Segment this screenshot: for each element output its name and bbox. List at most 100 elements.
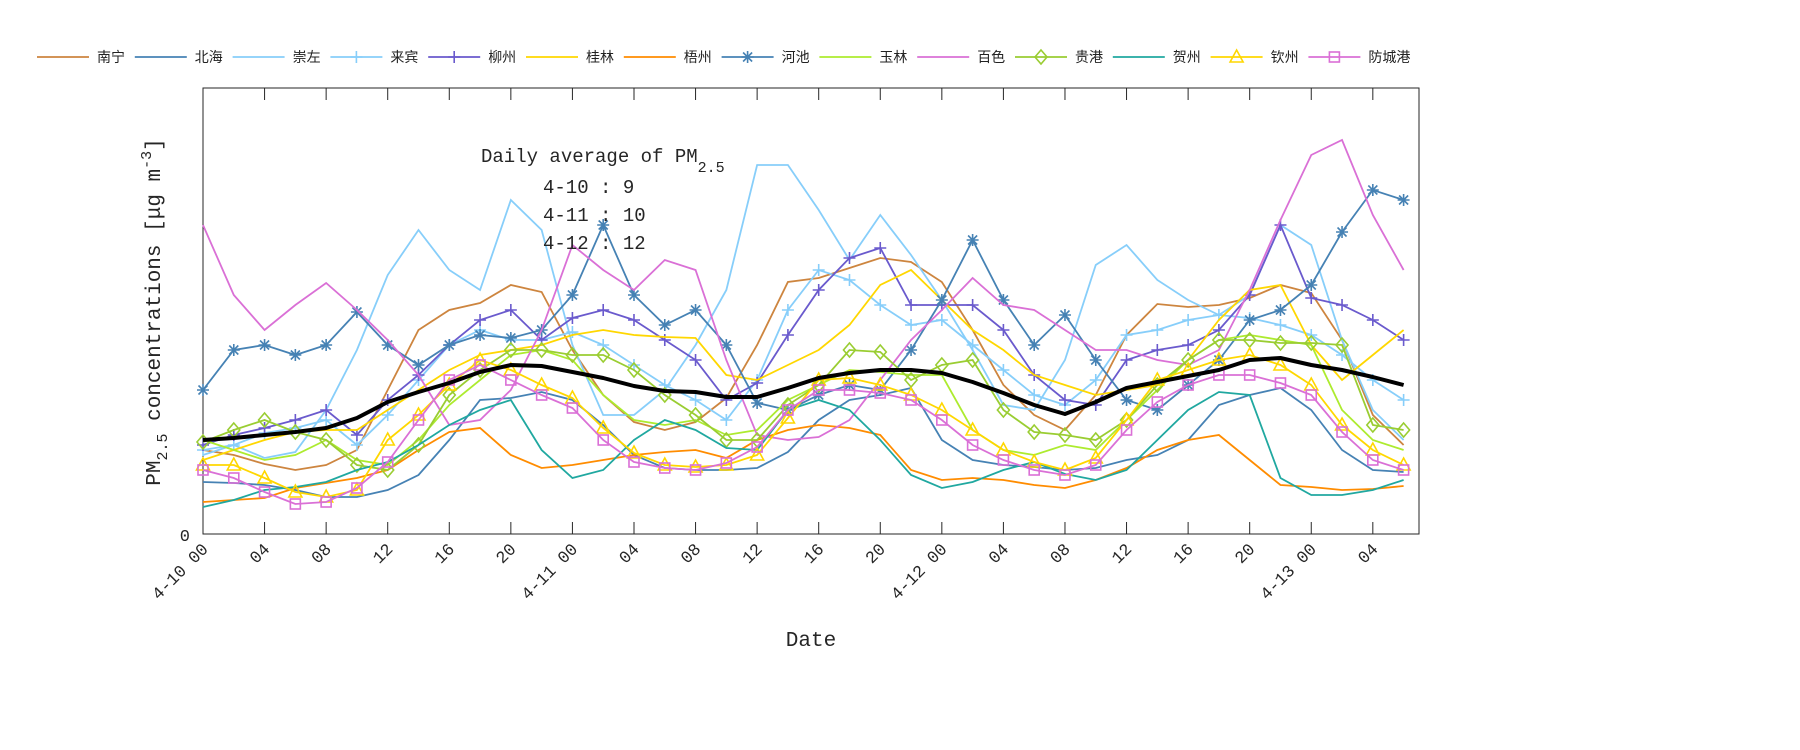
legend-marker xyxy=(1228,48,1245,63)
data-point-marker xyxy=(966,234,979,246)
legend-item-南宁: 南宁 xyxy=(37,49,125,66)
data-point-marker xyxy=(320,496,332,508)
data-point-marker xyxy=(1151,396,1164,408)
data-point-marker xyxy=(566,289,579,301)
data-point-marker xyxy=(442,386,457,404)
data-point-marker xyxy=(997,294,1010,306)
data-point-marker xyxy=(689,464,702,476)
x-tick-label: 4-10 00 xyxy=(149,541,213,605)
data-point-marker xyxy=(319,431,334,449)
legend-marker xyxy=(741,51,754,63)
legend-item-桂林: 桂林 xyxy=(526,50,614,66)
data-point-marker xyxy=(504,332,517,344)
legend-label: 百色 xyxy=(977,49,1005,66)
data-point-marker xyxy=(1026,453,1043,468)
data-point-marker xyxy=(566,326,579,338)
x-tick-label: 04 xyxy=(1355,541,1383,569)
data-point-marker xyxy=(720,414,733,426)
data-point-marker xyxy=(626,361,642,379)
data-point-marker xyxy=(596,346,611,364)
data-point-marker xyxy=(1120,394,1133,406)
data-point-marker xyxy=(964,421,981,436)
data-point-marker xyxy=(720,339,733,351)
data-point-marker xyxy=(1181,351,1196,369)
data-point-marker xyxy=(628,456,640,468)
data-point-marker xyxy=(1274,304,1287,316)
data-point-marker xyxy=(1027,423,1042,441)
data-point-marker xyxy=(505,374,517,386)
data-point-marker xyxy=(781,304,794,316)
data-point-marker xyxy=(597,304,610,316)
data-point-marker xyxy=(997,364,1010,376)
x-tick-label: 04 xyxy=(247,541,275,569)
series-梧州 xyxy=(202,424,1404,503)
data-point-marker xyxy=(287,483,304,498)
data-point-marker xyxy=(997,324,1010,336)
data-point-marker xyxy=(534,341,549,359)
data-point-marker xyxy=(256,469,273,484)
data-point-marker xyxy=(1396,421,1411,439)
data-point-marker xyxy=(1211,331,1226,349)
data-point-marker xyxy=(197,464,209,476)
data-point-marker xyxy=(1305,279,1318,291)
annotation-line-4-11: 4-11 : 10 xyxy=(543,205,646,227)
data-point-marker xyxy=(1149,371,1166,386)
data-point-marker xyxy=(627,314,640,326)
data-point-marker xyxy=(874,299,887,311)
data-point-marker xyxy=(225,456,242,471)
data-point-marker xyxy=(935,314,948,326)
data-point-marker xyxy=(688,406,703,424)
series-百色 xyxy=(202,138,1405,441)
data-point-marker xyxy=(1367,454,1379,466)
data-point-marker xyxy=(1397,464,1410,476)
data-point-marker xyxy=(1182,379,1194,391)
series-line-柳州 xyxy=(202,222,1405,446)
series-line-贵港 xyxy=(202,339,1404,471)
series-line-北海 xyxy=(202,386,1404,498)
legend-item-玉林: 玉林 xyxy=(819,50,907,66)
x-tick-label: 4-13 00 xyxy=(1258,541,1322,605)
legend-label: 南宁 xyxy=(97,49,125,66)
data-point-marker xyxy=(1089,354,1102,366)
data-point-marker xyxy=(905,319,918,331)
legend-label: 防城港 xyxy=(1368,50,1410,66)
data-point-marker xyxy=(1243,369,1256,381)
data-point-marker xyxy=(782,404,794,416)
x-axis-label: Date xyxy=(786,630,836,653)
daily-average-annotation: Daily average of PM2.5 4-10 : 9 4-11 : 1… xyxy=(481,146,725,255)
data-point-marker xyxy=(1395,456,1412,471)
data-point-marker xyxy=(936,414,948,426)
legend-item-崇左: 崇左 xyxy=(232,50,321,66)
legend-marker xyxy=(350,51,363,63)
legend-item-钦州: 钦州 xyxy=(1210,48,1299,66)
data-point-marker xyxy=(841,369,858,384)
data-point-marker xyxy=(597,434,610,446)
data-point-marker xyxy=(443,339,456,351)
data-point-marker xyxy=(1120,329,1133,341)
data-point-marker xyxy=(197,384,209,396)
data-point-marker xyxy=(996,401,1011,419)
data-point-marker xyxy=(1304,334,1319,352)
average-line xyxy=(202,356,1405,442)
data-point-marker xyxy=(1397,194,1410,206)
data-point-marker xyxy=(1305,389,1318,401)
x-tick-label: 20 xyxy=(493,541,521,569)
data-point-marker xyxy=(1087,449,1104,464)
data-point-marker xyxy=(689,304,702,316)
y-tick-label-0: 0 xyxy=(180,528,190,547)
data-point-marker xyxy=(626,444,642,459)
x-tick-label: 12 xyxy=(1109,541,1137,569)
data-point-marker xyxy=(872,376,889,391)
data-point-marker xyxy=(905,344,918,356)
data-point-marker xyxy=(1182,339,1195,351)
data-point-marker xyxy=(1397,334,1410,346)
legend-marker xyxy=(1328,51,1341,63)
legend-label: 北海 xyxy=(195,50,223,66)
data-point-marker xyxy=(1365,416,1380,434)
data-point-marker xyxy=(720,457,733,469)
data-point-marker xyxy=(935,294,948,306)
x-tick-label: 20 xyxy=(863,541,891,569)
data-point-marker xyxy=(1151,404,1164,416)
data-point-marker xyxy=(1151,344,1164,356)
data-point-marker xyxy=(966,339,979,351)
